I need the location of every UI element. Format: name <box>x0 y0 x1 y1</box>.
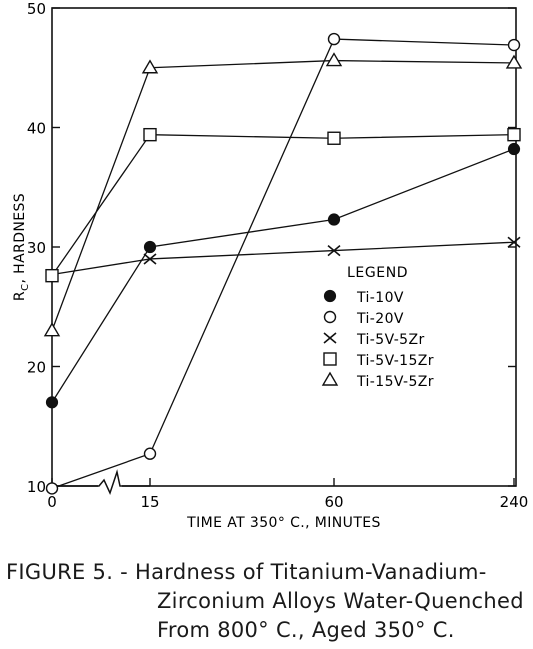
point-Ti-5V-5Zr-15 <box>143 253 157 265</box>
x-tick-label-15: 15 <box>140 493 159 511</box>
axis-break <box>52 466 150 496</box>
series-line-Ti-5V-5Zr <box>51 241 515 276</box>
series-line-Ti-10V <box>51 148 515 403</box>
legend-marker-Ti-5V-15Zr <box>323 352 337 366</box>
point-Ti-20V-60 <box>327 32 341 46</box>
x-tick-label-0: 0 <box>47 493 57 511</box>
x-tick-label-60: 60 <box>324 493 343 511</box>
axis-break-zigzag <box>52 469 150 496</box>
legend-title: LEGEND <box>347 265 408 281</box>
series-line-Ti-20V <box>51 38 515 490</box>
y-axis-label-main: R <box>12 291 28 301</box>
point-Ti-15V-5Zr-0 <box>43 322 61 337</box>
legend-marker-Ti-15V-5Zr <box>321 371 339 386</box>
chart: 10 20 30 40 50 0 15 60 240 TIME AT 350° C., MIN… <box>12 0 528 531</box>
figure-caption: FIGURE 5. - Hardness of Titanium-Vanadiu… <box>0 558 533 649</box>
point-Ti-20V-0 <box>45 482 59 495</box>
legend-marker-Ti-5V-5Zr <box>323 332 337 344</box>
y-axis-label-rest: , HARDNESS <box>12 193 28 284</box>
x-axis-label: TIME AT 350° C., MINUTES <box>186 515 381 531</box>
point-Ti-20V-240 <box>507 38 521 52</box>
legend-label-Ti-5V-15Zr: Ti-5V-15Zr <box>356 353 434 369</box>
plot-frame <box>51 7 517 487</box>
point-Ti-5V-15Zr-240 <box>507 127 521 142</box>
legend-items: Ti-10V Ti-20V Ti-5V-5Zr Ti-5V-15Zr Ti-15V-5Z… <box>321 289 434 390</box>
series-lines <box>51 38 515 490</box>
point-Ti-5V-5Zr-60-stroke-b <box>327 244 341 257</box>
point-Ti-5V-5Zr-240-stroke-b <box>507 236 521 248</box>
x-tick-labels: 0 15 60 240 <box>47 493 528 511</box>
x-tick-label-240: 240 <box>500 493 529 511</box>
point-Ti-10V-240 <box>507 142 521 156</box>
point-Ti-5V-15Zr-0 <box>45 268 59 283</box>
point-Ti-5V-5Zr-60 <box>327 244 341 257</box>
legend-marker-Ti-5V-5Zr-stroke-b <box>323 332 337 344</box>
y-tick-labels: 10 20 30 40 50 <box>27 0 46 496</box>
point-Ti-20V-15 <box>143 447 157 460</box>
series-line-Ti-5V-15Zr <box>51 134 515 277</box>
legend-label-Ti-15V-5Zr: Ti-15V-5Zr <box>356 374 434 390</box>
series-markers <box>43 32 523 495</box>
point-Ti-15V-5Zr-240 <box>505 54 523 69</box>
point-Ti-10V-15 <box>143 240 157 254</box>
caption-line-2: Zirconium Alloys Water-Quenched <box>157 589 524 613</box>
legend-marker-Ti-10V <box>323 289 337 303</box>
y-tick-label-10: 10 <box>27 478 46 496</box>
legend-label-Ti-5V-5Zr: Ti-5V-5Zr <box>356 332 425 348</box>
point-Ti-5V-15Zr-15 <box>143 127 157 142</box>
y-axis-label-sub: C <box>20 284 31 291</box>
legend-label-Ti-20V: Ti-20V <box>356 311 404 327</box>
point-Ti-5V-15Zr-60 <box>327 131 341 145</box>
legend-label-Ti-10V: Ti-10V <box>356 290 404 306</box>
point-Ti-10V-60 <box>327 213 341 226</box>
legend: LEGEND Ti-10VTi-20VTi-5V-5ZrTi-5V-15ZrTi… <box>321 265 434 390</box>
point-Ti-15V-5Zr-15 <box>141 59 159 74</box>
point-Ti-10V-0 <box>45 396 59 409</box>
y-tick-label-20: 20 <box>27 359 46 377</box>
y-tick-label-30: 30 <box>27 239 46 257</box>
caption-line-3: From 800° C., Aged 350° C. <box>157 618 455 642</box>
series-line-Ti-15V-5Zr <box>51 59 515 331</box>
y-tick-label-40: 40 <box>27 120 46 138</box>
y-axis-label: RC, HARDNESS <box>12 193 31 301</box>
point-Ti-5V-5Zr-15-stroke-b <box>143 253 157 265</box>
caption-line-1: FIGURE 5. - Hardness of Titanium-Vanadiu… <box>6 560 487 584</box>
y-tick-label-50: 50 <box>27 0 46 18</box>
point-Ti-5V-5Zr-240 <box>507 236 521 248</box>
point-Ti-15V-5Zr-60 <box>325 52 343 67</box>
tick-marks <box>51 7 516 487</box>
legend-marker-Ti-20V <box>323 310 337 324</box>
